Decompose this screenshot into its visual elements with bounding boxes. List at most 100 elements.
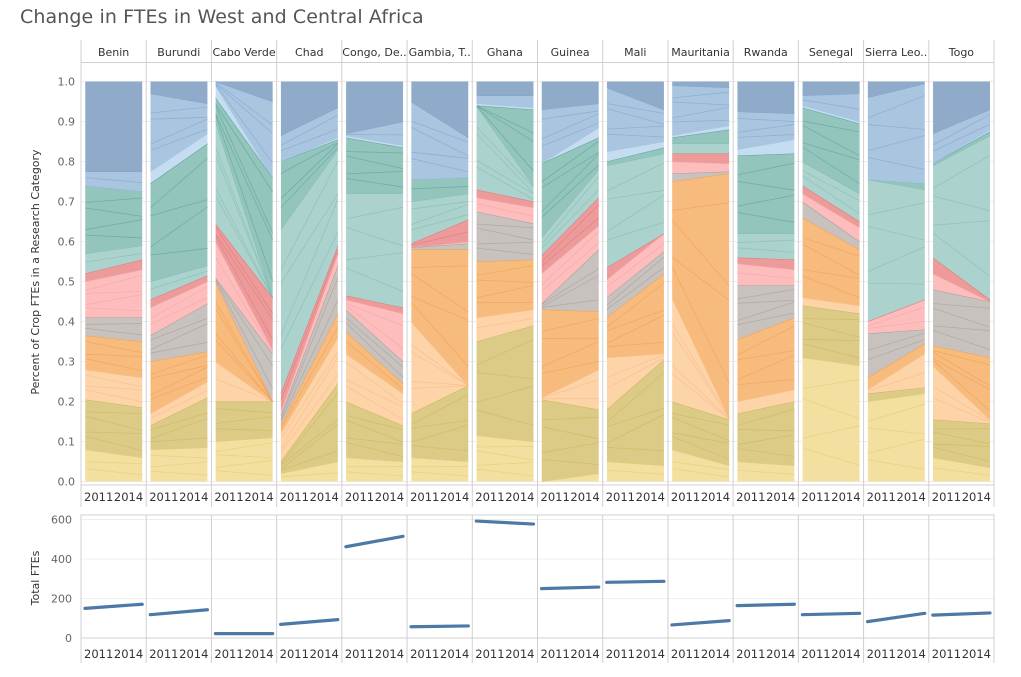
subcategory-line <box>345 385 404 420</box>
subcategory-line <box>410 351 469 386</box>
country-header: Mauritania <box>671 46 730 59</box>
area-band-orange <box>345 331 404 394</box>
area-band-light-orange <box>150 381 208 426</box>
country-header: Togo <box>948 46 975 59</box>
subcategory-line <box>215 307 273 402</box>
subcategory-line <box>932 359 991 412</box>
area-band-pink <box>802 193 860 242</box>
subcategory-line <box>411 420 469 429</box>
country-header: Congo, De.. <box>342 46 406 59</box>
subcategory-line <box>475 105 534 172</box>
total-fte-line-guinea <box>539 585 601 591</box>
country-header: Gambia, T.. <box>409 46 471 59</box>
area-band-teal-dark <box>150 143 208 282</box>
area-band-blue <box>215 81 273 178</box>
area-band-steel-blue <box>280 81 338 136</box>
subcategory-line <box>84 291 143 294</box>
subcategory-line <box>410 424 469 443</box>
x-tick-2014: 2014 <box>831 647 860 661</box>
subcategory-line <box>476 159 534 195</box>
subcategory-line <box>541 299 599 308</box>
subcategory-line <box>737 272 795 279</box>
subcategory-line <box>280 199 339 337</box>
area-band-light-orange <box>85 369 143 408</box>
area-band-orange <box>541 309 599 398</box>
area-band-blue <box>85 171 143 192</box>
subcategory-line <box>606 108 665 125</box>
area-band-yellow <box>802 357 860 482</box>
subcategory-line <box>541 164 599 218</box>
subcategory-line <box>280 114 339 146</box>
area-band-yellow <box>932 457 990 482</box>
area-band-yellow <box>345 457 404 482</box>
x-tick-2011: 2011 <box>932 490 961 504</box>
subcategory-line <box>476 318 534 329</box>
subcategory-line <box>84 411 143 414</box>
subcategory-line <box>280 351 339 439</box>
subcategory-line <box>84 323 143 325</box>
subcategory-line <box>215 155 274 298</box>
country-header: Cabo Verde <box>212 46 275 59</box>
subcategory-line <box>345 437 404 445</box>
subcategory-line <box>410 204 469 225</box>
subcategory-line <box>215 459 273 468</box>
subcategory-line <box>802 269 860 280</box>
area-band-teal-dark <box>85 185 143 254</box>
subcategory-line <box>541 141 599 183</box>
x-tick-2014: 2014 <box>114 647 143 661</box>
subcategory-line <box>149 157 208 209</box>
subcategory-line <box>84 219 143 231</box>
subcategory-line <box>737 312 795 326</box>
area-band-olive <box>541 399 599 482</box>
area-band-orange <box>85 335 143 378</box>
subcategory-line <box>84 294 143 306</box>
subcategory-line <box>802 142 860 161</box>
total-fte-line-togo <box>931 611 992 617</box>
subcategory-line <box>737 408 795 426</box>
area-band-steel-blue <box>932 81 990 134</box>
area-band-pink <box>85 269 143 318</box>
area-band-steel-blue <box>737 81 795 114</box>
area-band-steel-blue <box>215 81 273 102</box>
subcategory-line <box>150 364 208 380</box>
x-tick-2011: 2011 <box>345 490 374 504</box>
subcategory-line <box>476 227 534 241</box>
x-tick-2011: 2011 <box>736 647 765 661</box>
subcategory-line <box>345 302 404 327</box>
subcategory-line <box>215 83 273 164</box>
subcategory-line <box>475 126 534 188</box>
subcategory-line <box>736 354 795 381</box>
subcategory-line <box>84 435 143 451</box>
subcategory-line <box>541 151 599 189</box>
subcategory-line <box>606 256 665 306</box>
subcategory-line <box>411 385 469 390</box>
subcategory-line <box>867 225 925 241</box>
area-band-red <box>802 185 860 228</box>
subcategory-line <box>802 175 860 215</box>
x-tick-2011: 2011 <box>410 490 439 504</box>
area-band-steel-blue <box>541 81 599 110</box>
top-y-tick-label: 0.2 <box>58 396 76 409</box>
subcategory-line <box>84 197 143 203</box>
subcategory-line <box>541 110 599 120</box>
area-band-steel-blue <box>345 81 404 134</box>
subcategory-line <box>932 443 991 447</box>
subcategory-line <box>215 112 274 241</box>
top-chart-frame <box>80 40 995 509</box>
area-band-red <box>345 295 404 314</box>
area-panel-gambia-t <box>410 81 469 482</box>
subcategory-line <box>410 158 469 173</box>
area-panel-sierra-leo <box>867 81 926 482</box>
dashboard-title: Change in FTEs in West and Central Afric… <box>20 6 424 28</box>
subcategory-line <box>345 177 404 188</box>
x-tick-2014: 2014 <box>440 647 469 661</box>
subcategory-line <box>345 151 404 154</box>
area-band-olive <box>867 387 925 402</box>
subcategory-line <box>867 438 925 454</box>
subcategory-line <box>932 467 991 476</box>
subcategory-line <box>150 116 208 120</box>
x-tick-2011: 2011 <box>541 647 570 661</box>
subcategory-line <box>606 243 665 288</box>
subcategory-line <box>606 447 664 452</box>
